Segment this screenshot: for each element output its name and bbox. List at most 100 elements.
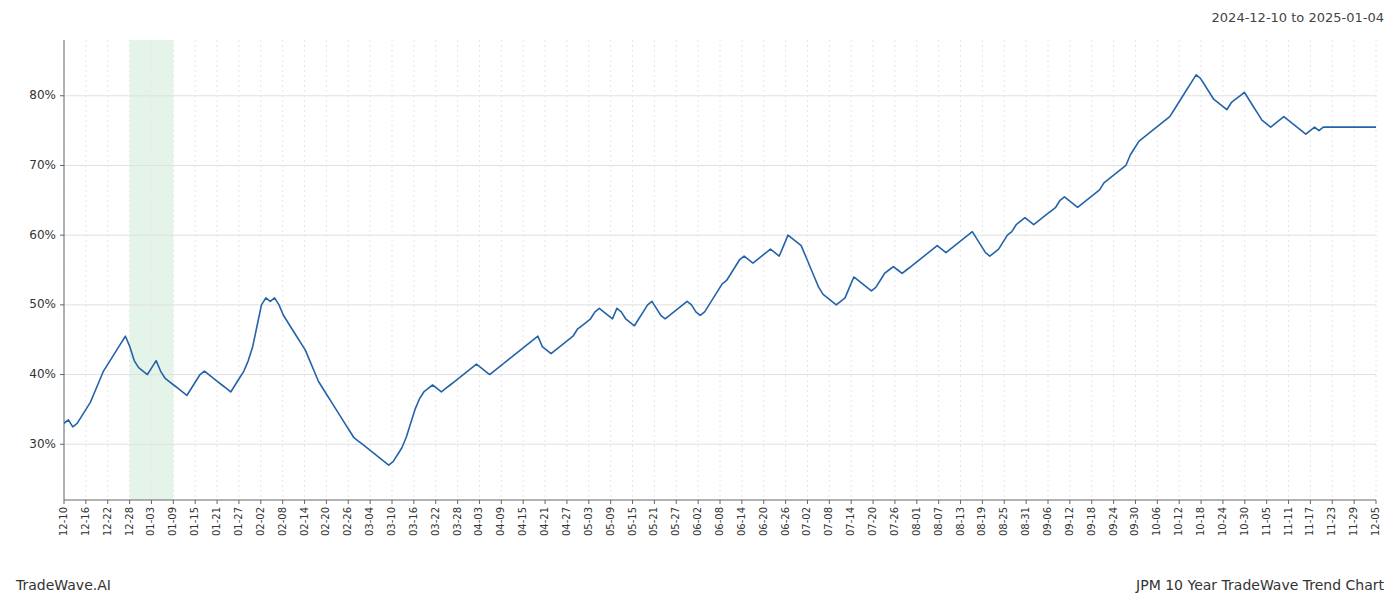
x-tick-label: 02-20	[320, 507, 331, 536]
x-grid-line	[698, 40, 699, 500]
x-tick	[545, 500, 546, 504]
x-tick	[763, 500, 764, 504]
x-grid-line	[807, 40, 808, 500]
x-grid-line	[982, 40, 983, 500]
x-tick	[326, 500, 327, 504]
x-tick-label: 04-21	[539, 507, 550, 536]
x-tick-label: 08-19	[976, 507, 987, 536]
x-tick-label: 12-05	[1370, 507, 1381, 536]
x-grid-line	[588, 40, 589, 500]
trend-line	[64, 75, 1376, 465]
y-tick	[60, 165, 64, 166]
y-tick	[60, 444, 64, 445]
x-tick	[1026, 500, 1027, 504]
x-tick	[1048, 500, 1049, 504]
x-tick-label: 09-18	[1086, 507, 1097, 536]
y-axis-line	[64, 40, 65, 500]
x-tick-label: 10-12	[1173, 507, 1184, 536]
x-grid-line	[545, 40, 546, 500]
x-grid-line	[479, 40, 480, 500]
x-tick	[610, 500, 611, 504]
x-tick	[654, 500, 655, 504]
x-grid-line	[107, 40, 108, 500]
x-tick-label: 08-07	[933, 507, 944, 536]
x-tick	[741, 500, 742, 504]
x-tick-label: 01-03	[145, 507, 156, 536]
x-tick	[1091, 500, 1092, 504]
x-grid-line	[151, 40, 152, 500]
x-tick	[676, 500, 677, 504]
x-tick-label: 12-16	[80, 507, 91, 536]
y-tick-label: 70%	[29, 158, 56, 172]
x-grid-line	[304, 40, 305, 500]
x-tick-label: 12-28	[124, 507, 135, 536]
x-grid-line	[1048, 40, 1049, 500]
x-grid-line	[348, 40, 349, 500]
x-tick	[260, 500, 261, 504]
x-tick-label: 05-03	[583, 507, 594, 536]
x-tick	[282, 500, 283, 504]
x-tick-label: 06-26	[780, 507, 791, 536]
x-tick-label: 11-29	[1348, 507, 1359, 536]
x-tick-label: 11-23	[1326, 507, 1337, 536]
x-tick	[1222, 500, 1223, 504]
x-tick	[720, 500, 721, 504]
y-tick	[60, 235, 64, 236]
shaded-region-group	[130, 40, 174, 500]
x-grid-line	[217, 40, 218, 500]
footer-left: TradeWave.AI	[15, 577, 111, 593]
x-tick-label: 01-15	[189, 507, 200, 536]
x-tick	[1310, 500, 1311, 504]
x-tick	[1004, 500, 1005, 504]
x-tick	[85, 500, 86, 504]
x-tick-label: 05-27	[670, 507, 681, 536]
x-tick	[916, 500, 917, 504]
x-tick-label: 09-12	[1064, 507, 1075, 536]
x-tick	[1332, 500, 1333, 504]
x-tick-label: 02-08	[277, 507, 288, 536]
x-tick-label: 11-17	[1304, 507, 1315, 536]
y-tick-label: 80%	[29, 88, 56, 102]
y-tick-label: 50%	[29, 297, 56, 311]
x-grid-line	[1244, 40, 1245, 500]
x-grid-line	[1091, 40, 1092, 500]
x-grid-line	[851, 40, 852, 500]
x-tick	[1244, 500, 1245, 504]
x-tick-label: 10-30	[1239, 507, 1250, 536]
x-tick-label: 08-01	[911, 507, 922, 536]
x-grid-line	[676, 40, 677, 500]
shaded-region	[130, 40, 174, 500]
x-grid-line	[392, 40, 393, 500]
x-tick	[829, 500, 830, 504]
x-grid-line	[1266, 40, 1267, 500]
x-tick	[1135, 500, 1136, 504]
y-tick	[60, 95, 64, 96]
x-tick-label: 10-18	[1195, 507, 1206, 536]
x-grid-line	[829, 40, 830, 500]
x-tick	[195, 500, 196, 504]
x-tick	[698, 500, 699, 504]
x-grid-line	[260, 40, 261, 500]
x-tick-label: 01-09	[167, 507, 178, 536]
x-tick	[435, 500, 436, 504]
x-tick	[1266, 500, 1267, 504]
x-grid-line	[938, 40, 939, 500]
x-grid-line	[1069, 40, 1070, 500]
x-tick-label: 02-14	[299, 507, 310, 536]
x-grid-line	[894, 40, 895, 500]
x-grid-line	[1354, 40, 1355, 500]
x-tick-label: 07-02	[801, 507, 812, 536]
x-tick	[173, 500, 174, 504]
x-tick	[457, 500, 458, 504]
x-grid-line	[413, 40, 414, 500]
x-tick	[304, 500, 305, 504]
x-grid-line	[523, 40, 524, 500]
x-grid-line	[457, 40, 458, 500]
x-tick-label: 03-10	[386, 507, 397, 536]
x-tick	[479, 500, 480, 504]
x-tick	[1179, 500, 1180, 504]
x-grid-line	[1157, 40, 1158, 500]
x-tick-label: 05-15	[627, 507, 638, 536]
x-grid-line	[566, 40, 567, 500]
x-tick	[566, 500, 567, 504]
